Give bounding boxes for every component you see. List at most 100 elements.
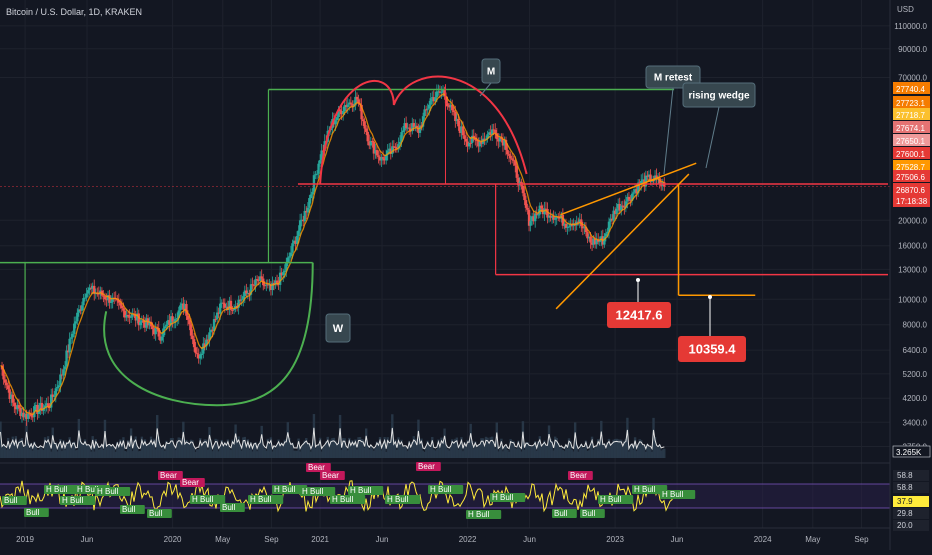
candle-body <box>397 144 400 149</box>
volume-bar <box>612 439 615 458</box>
candle-body <box>418 125 422 133</box>
osc-tag-bg <box>158 471 183 480</box>
candle-body <box>163 326 167 329</box>
candle-body <box>131 314 134 317</box>
volume-bar <box>14 436 18 458</box>
volume-bar <box>189 439 193 458</box>
candle-body <box>11 394 14 403</box>
osc-signal-tag: Bear <box>416 462 441 471</box>
candle-body <box>469 142 472 144</box>
volume-bar <box>49 451 53 458</box>
candle-body <box>558 217 561 219</box>
volume-bar <box>646 443 649 458</box>
candle-body <box>368 141 371 146</box>
candle-body <box>258 276 262 281</box>
candle-body <box>254 279 257 286</box>
volume-bar <box>86 444 90 458</box>
price-label-chip <box>893 108 930 120</box>
osc-tag-text: Bear <box>160 471 177 480</box>
volume-bar <box>495 422 498 458</box>
y-tick-label: 70000.0 <box>898 73 927 82</box>
volume-bar <box>547 425 551 458</box>
volume-bar <box>17 440 21 458</box>
candle-body <box>530 216 534 222</box>
volume-bar <box>377 445 380 458</box>
candle-body <box>320 150 323 161</box>
volume-bar <box>134 436 137 458</box>
price-label-text: 27723.1 <box>896 99 925 108</box>
candle-body <box>159 336 162 341</box>
candle-body <box>337 109 340 118</box>
candle-body <box>152 329 156 335</box>
currency-label: USD <box>897 5 914 14</box>
x-tick-label: Jun <box>523 535 536 544</box>
candle-body <box>16 405 19 410</box>
osc-signal-tag: H Bull <box>330 495 366 504</box>
candle-body <box>444 96 448 104</box>
ema-line <box>0 93 665 416</box>
candle-body <box>366 131 369 142</box>
osc-signal-tag: H Bull <box>490 493 526 502</box>
osc-tag-text: Bull <box>582 509 596 518</box>
volume-bar <box>663 448 666 458</box>
candle-body <box>140 320 144 323</box>
candle-body <box>122 308 125 311</box>
candle-body <box>521 185 525 194</box>
candle-body <box>389 148 392 154</box>
candle-body <box>527 209 531 226</box>
volume-bar <box>192 447 196 458</box>
candle-body <box>126 314 130 316</box>
osc-tag-text: H Bull <box>468 510 490 519</box>
osc-tag-bg <box>320 471 345 480</box>
candle-body <box>432 97 435 102</box>
volume-bar <box>263 448 266 458</box>
candle-body <box>278 272 282 285</box>
candle-body <box>466 141 469 147</box>
time-axis[interactable]: 2019 Jun 2020 May Sep 2021 Jun 2022 Jun 2023 Jun 20… <box>0 527 890 544</box>
volume-bar <box>540 447 543 458</box>
osc-tag-bg <box>660 490 696 499</box>
candle-body <box>300 219 303 221</box>
volume-bar <box>404 446 408 458</box>
candle-body <box>286 257 290 263</box>
y-tick-label: 110000.0 <box>894 22 927 31</box>
candle-body <box>212 319 216 331</box>
volume-bar <box>248 449 251 458</box>
candle-body <box>467 142 471 147</box>
price-label-text: 27674.1 <box>896 124 925 133</box>
candle-body <box>237 299 240 308</box>
volume-bar <box>186 441 190 458</box>
price-label-chip <box>893 160 930 172</box>
volume-bar <box>108 443 111 458</box>
volume-bar <box>535 450 538 458</box>
volume-bar <box>510 440 514 458</box>
volume-bar <box>46 436 50 458</box>
osc-tag-text: H Bull <box>62 496 84 505</box>
volume-bar <box>587 450 591 458</box>
volume-bar <box>103 419 107 458</box>
x-tick-label: 2021 <box>311 535 329 544</box>
candle-body <box>495 133 498 140</box>
candle-body <box>229 300 233 310</box>
volume-bar <box>563 451 566 458</box>
price-label-text: 27650.1 <box>896 137 925 146</box>
x-tick-label: May <box>805 535 820 544</box>
candle-body <box>231 309 234 311</box>
volume-bar <box>557 442 560 458</box>
candle-body <box>6 385 10 390</box>
volume-bar <box>414 438 417 458</box>
candle-body <box>56 387 59 389</box>
volume-bar <box>312 414 316 458</box>
volume-bar <box>509 439 512 458</box>
volume-bar <box>438 448 442 458</box>
volume-bar <box>635 451 638 458</box>
candle-body <box>650 180 654 182</box>
candle-body <box>441 90 445 92</box>
candle-body <box>83 297 87 299</box>
candle-body <box>202 343 205 354</box>
volume-bar <box>541 443 545 458</box>
candle-body <box>28 413 31 415</box>
candle-body <box>629 199 632 201</box>
